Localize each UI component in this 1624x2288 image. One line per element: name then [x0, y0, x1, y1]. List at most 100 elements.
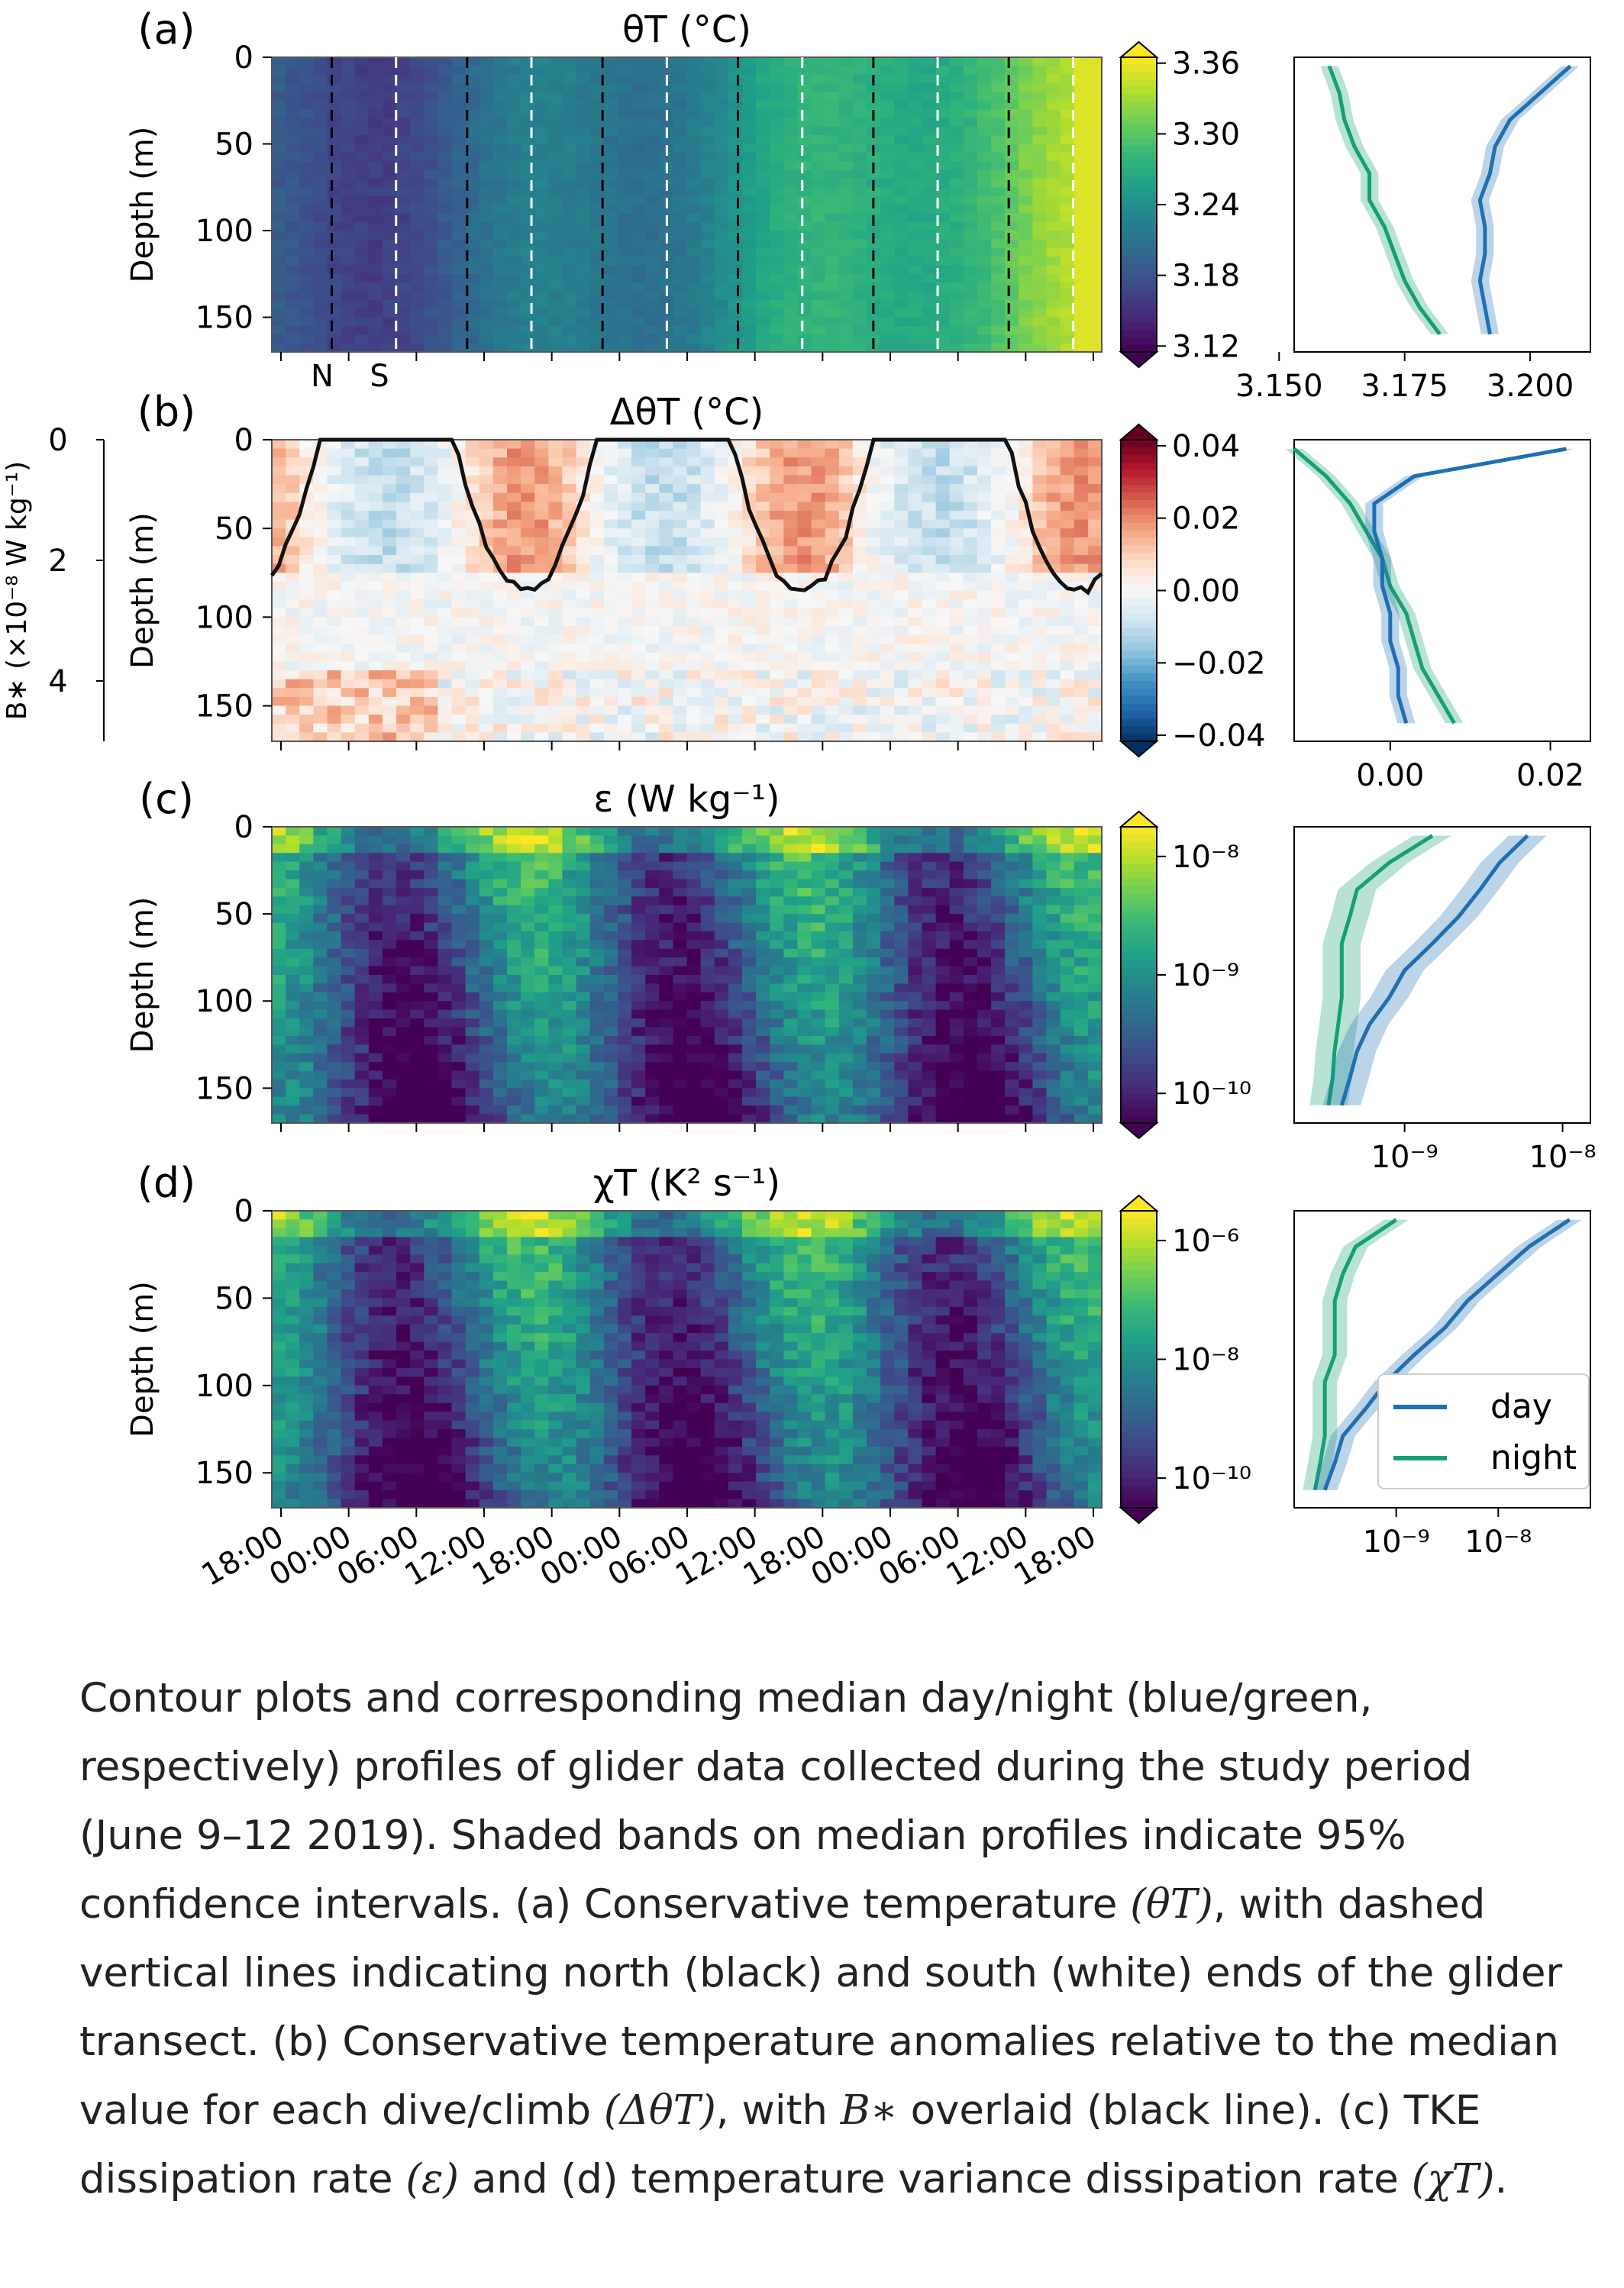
heatmap-cell — [1074, 299, 1089, 309]
heatmap-cell — [645, 221, 660, 231]
heatmap-cell — [424, 537, 438, 547]
heatmap-cell — [451, 519, 467, 529]
heatmap-cell — [963, 135, 978, 145]
heatmap-cell — [673, 66, 688, 76]
heatmap-cell — [603, 581, 618, 592]
heatmap-cell — [1074, 590, 1089, 600]
heatmap-cell — [645, 257, 660, 266]
heatmap-cell — [935, 528, 951, 538]
heatmap-cell — [714, 715, 729, 724]
heatmap-cell — [272, 1070, 286, 1080]
heatmap-cell — [479, 187, 494, 197]
heatmap-cell — [521, 688, 535, 698]
heatmap-cell — [894, 178, 909, 188]
heatmap-cell — [603, 484, 618, 494]
heatmap-cell — [382, 74, 397, 84]
heatmap-cell — [410, 205, 425, 214]
heatmap-cell — [451, 914, 467, 924]
heatmap-cell — [963, 299, 978, 309]
heatmap-cell — [492, 723, 508, 733]
heatmap-cell — [354, 118, 370, 127]
heatmap-cell — [770, 299, 784, 309]
heatmap-cell — [935, 502, 951, 511]
heatmap-cell — [714, 83, 729, 93]
heatmap-cell — [548, 705, 563, 715]
heatmap-cell — [728, 221, 743, 231]
heatmap-cell — [867, 617, 881, 627]
heatmap-cell — [272, 510, 286, 521]
heatmap-cell — [963, 457, 978, 467]
heatmap-cell — [714, 308, 729, 318]
heatmap-cell — [437, 661, 453, 671]
heatmap-cell — [673, 696, 688, 707]
heatmap-cell — [908, 273, 923, 283]
heatmap-cell — [922, 299, 937, 309]
heatmap-cell — [811, 696, 826, 707]
heatmap-cell — [506, 221, 521, 231]
heatmap-cell — [286, 317, 300, 327]
heatmap-cell — [506, 169, 521, 179]
heatmap-cell — [659, 679, 673, 689]
heatmap-cell — [908, 205, 923, 214]
colorbar-step — [1121, 582, 1157, 592]
heatmap-cell — [382, 57, 397, 66]
heatmap-cell — [382, 1079, 397, 1089]
heatmap-cell — [562, 440, 577, 450]
heatmap-cell — [368, 1079, 383, 1089]
heatmap-cell — [894, 231, 909, 240]
colorbar-step — [1121, 673, 1157, 682]
heatmap-cell — [714, 555, 729, 565]
heatmap-cell — [313, 100, 328, 110]
heatmap-cell — [272, 896, 286, 906]
heatmap-cell — [894, 135, 909, 145]
heatmap-cell — [894, 573, 909, 582]
heatmap-cell — [521, 1053, 535, 1063]
heatmap-cell — [922, 221, 937, 231]
heatmap-cell — [1060, 484, 1075, 494]
heatmap-cell — [354, 502, 370, 511]
heatmap-cell — [492, 1070, 508, 1080]
heatmap-cell — [272, 239, 286, 249]
heatmap-cell — [1074, 66, 1089, 76]
heatmap-cell — [645, 484, 660, 494]
heatmap-cell — [1074, 502, 1089, 511]
heatmap-cell — [1060, 92, 1075, 102]
heatmap-cell — [341, 1009, 356, 1019]
heatmap-cell — [299, 555, 314, 565]
heatmap-cell — [313, 144, 328, 153]
colorbar-step — [1121, 695, 1157, 705]
heatmap-cell — [410, 853, 425, 863]
heatmap-cell — [521, 282, 535, 292]
heatmap-cell — [341, 940, 356, 950]
heatmap-cell — [506, 187, 521, 197]
heatmap-cell — [299, 634, 314, 644]
heatmap-cell — [396, 1079, 411, 1089]
heatmap-cell — [825, 100, 840, 110]
heatmap-cell — [410, 100, 425, 110]
heatmap-cell — [465, 205, 480, 214]
heatmap-cell — [686, 205, 702, 214]
heatmap-cell — [811, 83, 826, 93]
heatmap-cell — [465, 581, 480, 592]
heatmap-cell — [603, 573, 618, 582]
heatmap-cell — [797, 528, 812, 538]
heatmap-cell — [521, 948, 535, 958]
heatmap-cell — [451, 546, 467, 556]
heatmap-cell — [659, 66, 673, 76]
heatmap-cell — [963, 715, 978, 724]
heatmap-cell — [562, 265, 577, 275]
heatmap-cell — [424, 599, 438, 609]
heatmap-cell — [424, 528, 438, 538]
heatmap-cell — [603, 178, 618, 188]
heatmap-cell — [576, 247, 591, 257]
heatmap-cell — [368, 688, 383, 698]
heatmap-cell — [1087, 74, 1103, 84]
heatmap-cell — [341, 563, 356, 573]
heatmap-cell — [341, 661, 356, 671]
heatmap-cell — [396, 308, 411, 318]
heatmap-cell — [1087, 484, 1103, 494]
heatmap-cell — [299, 931, 314, 941]
heatmap-cell — [922, 670, 937, 680]
heatmap-cell — [396, 844, 411, 854]
heatmap-cell — [410, 861, 425, 871]
